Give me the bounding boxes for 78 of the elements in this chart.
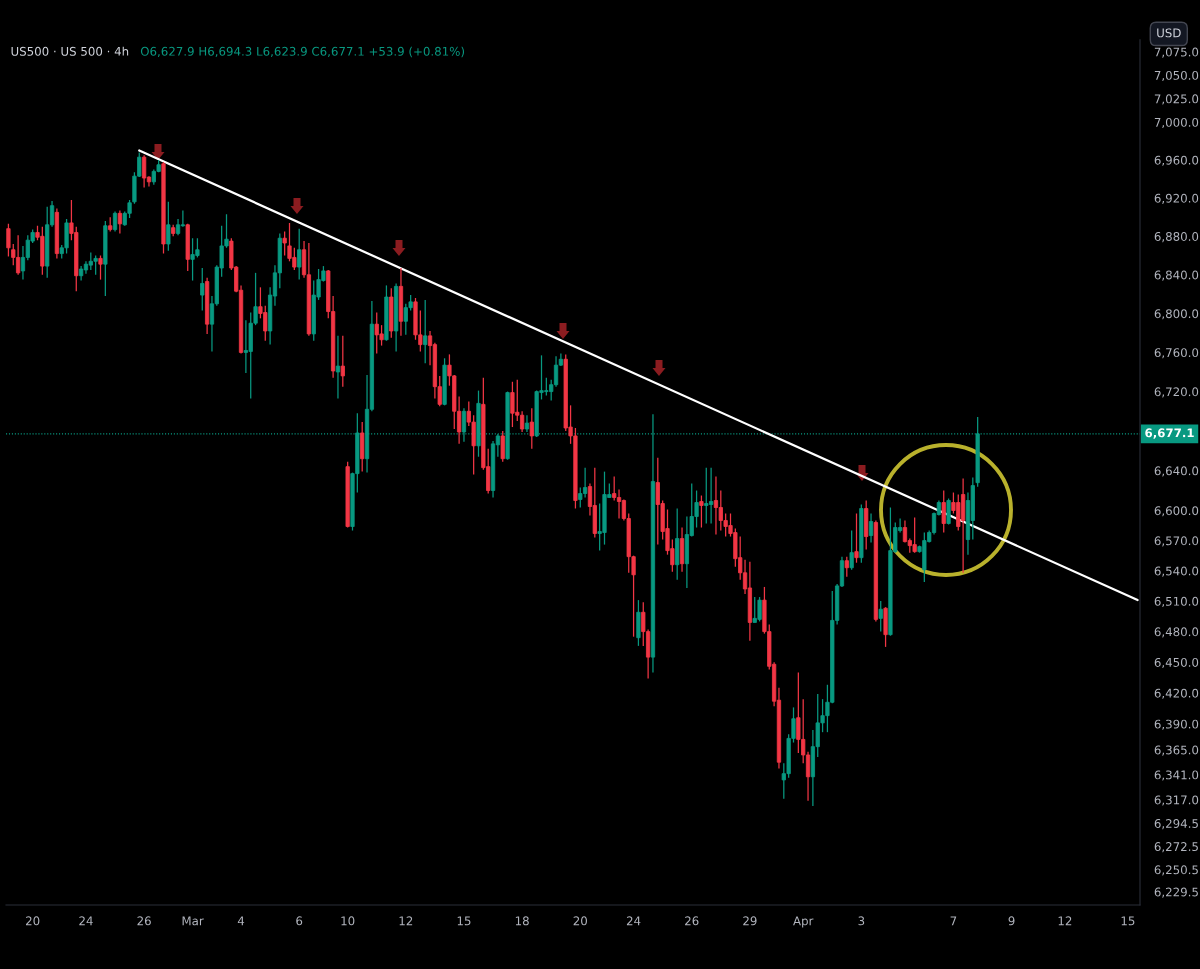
candlestick: [699, 494, 704, 529]
candlestick: [142, 154, 147, 189]
y-tick-label: 6,341.0: [1154, 770, 1199, 781]
candlestick: [282, 230, 287, 257]
y-tick-label: 6,250.5: [1154, 865, 1198, 876]
x-tick-label: 15: [457, 916, 471, 926]
y-tick-label: 6,365.0: [1154, 745, 1199, 756]
y-tick-label: 7,025.0: [1154, 94, 1199, 105]
candlestick: [500, 430, 505, 463]
candlestick: [335, 335, 341, 400]
y-tick-label: 6,570.0: [1154, 536, 1199, 547]
y-tick-label: 6,800.0: [1154, 309, 1199, 320]
candlestick: [868, 512, 874, 544]
y-tick-label: 6,600.0: [1154, 506, 1199, 517]
candlestick: [117, 209, 122, 235]
y-tick-label: 6,840.0: [1154, 270, 1199, 281]
y-tick-label: 6,450.0: [1154, 657, 1199, 669]
candlestick: [946, 497, 951, 526]
candlestick: [616, 488, 622, 520]
candlestick: [529, 407, 534, 450]
candlestick: [297, 228, 302, 281]
x-tick-label: 12: [399, 916, 413, 926]
y-tick-label: 6,317.0: [1154, 795, 1199, 806]
x-tick-label: Apr: [793, 916, 814, 928]
x-tick-label: 3: [858, 916, 865, 926]
x-tick-label: 24: [626, 916, 641, 926]
y-tick-label: 6,480.0: [1154, 627, 1199, 638]
y-tick-label: 6,390.0: [1154, 719, 1199, 730]
y-tick-label: 7,075.0: [1154, 47, 1199, 58]
x-tick-label: 20: [573, 916, 587, 926]
y-tick-label: 6,510.0: [1154, 596, 1199, 607]
candlestick: [423, 299, 428, 364]
x-tick-label: 6: [296, 916, 303, 926]
candlestick: [340, 335, 345, 388]
candlestick: [6, 223, 11, 258]
y-tick-label: 6,880.0: [1154, 232, 1199, 243]
x-tick-label: 15: [1121, 916, 1135, 926]
x-tick-label: 24: [79, 916, 93, 926]
candlestick: [166, 201, 171, 252]
x-tick-label: 4: [237, 916, 245, 926]
x-tick-label: 10: [341, 916, 355, 926]
x-tick-label: 9: [1008, 916, 1015, 926]
ref-line-label: 6,677.1: [1145, 428, 1194, 439]
x-tick-label: 20: [26, 916, 40, 926]
candlestick: [854, 512, 859, 564]
candlestick: [200, 267, 205, 312]
y-tick-label: 6,420.0: [1154, 688, 1199, 699]
candlestick: [878, 600, 883, 633]
candlestick: [713, 475, 719, 536]
y-tick-label: 6,229.5: [1154, 887, 1198, 898]
x-tick-label: 26: [685, 916, 699, 926]
candlestick: [844, 556, 849, 578]
chart-title: US500 · US 500 · 4h: [11, 46, 129, 56]
y-tick-label: 6,294.5: [1154, 819, 1198, 830]
y-tick-label: 6,920.0: [1154, 193, 1199, 204]
x-tick-label: 7: [950, 916, 957, 926]
y-tick-label: 6,960.0: [1154, 155, 1199, 166]
candlestick: [849, 529, 854, 571]
x-tick-label: 18: [515, 916, 529, 926]
candlestick: [553, 355, 559, 388]
y-tick-label: 7,050.0: [1154, 70, 1199, 82]
text: USD: [1157, 28, 1181, 38]
annotation: O6,627.9 H6,694.3 L6,623.9 C6,677.1 +53.9 (+0.81%): [140, 46, 465, 58]
x-tick-label: Mar: [182, 916, 204, 926]
candlestick: [112, 210, 118, 233]
candlestick: [98, 254, 103, 281]
y-tick-label: 6,272.5: [1154, 842, 1198, 853]
candlestick: [902, 519, 908, 544]
x-tick-label: 29: [743, 916, 757, 926]
x-tick-label: 12: [1058, 916, 1072, 926]
y-tick-label: 6,540.0: [1154, 566, 1199, 577]
y-tick-label: 6,720.0: [1154, 387, 1199, 398]
x-tick-label: 26: [137, 916, 151, 926]
y-tick-label: 6,640.0: [1154, 466, 1199, 477]
candlestick: [941, 489, 946, 534]
y-tick-label: 7,000.0: [1154, 117, 1199, 129]
candlestick: [704, 467, 709, 525]
y-tick-label: 6,760.0: [1154, 348, 1199, 359]
